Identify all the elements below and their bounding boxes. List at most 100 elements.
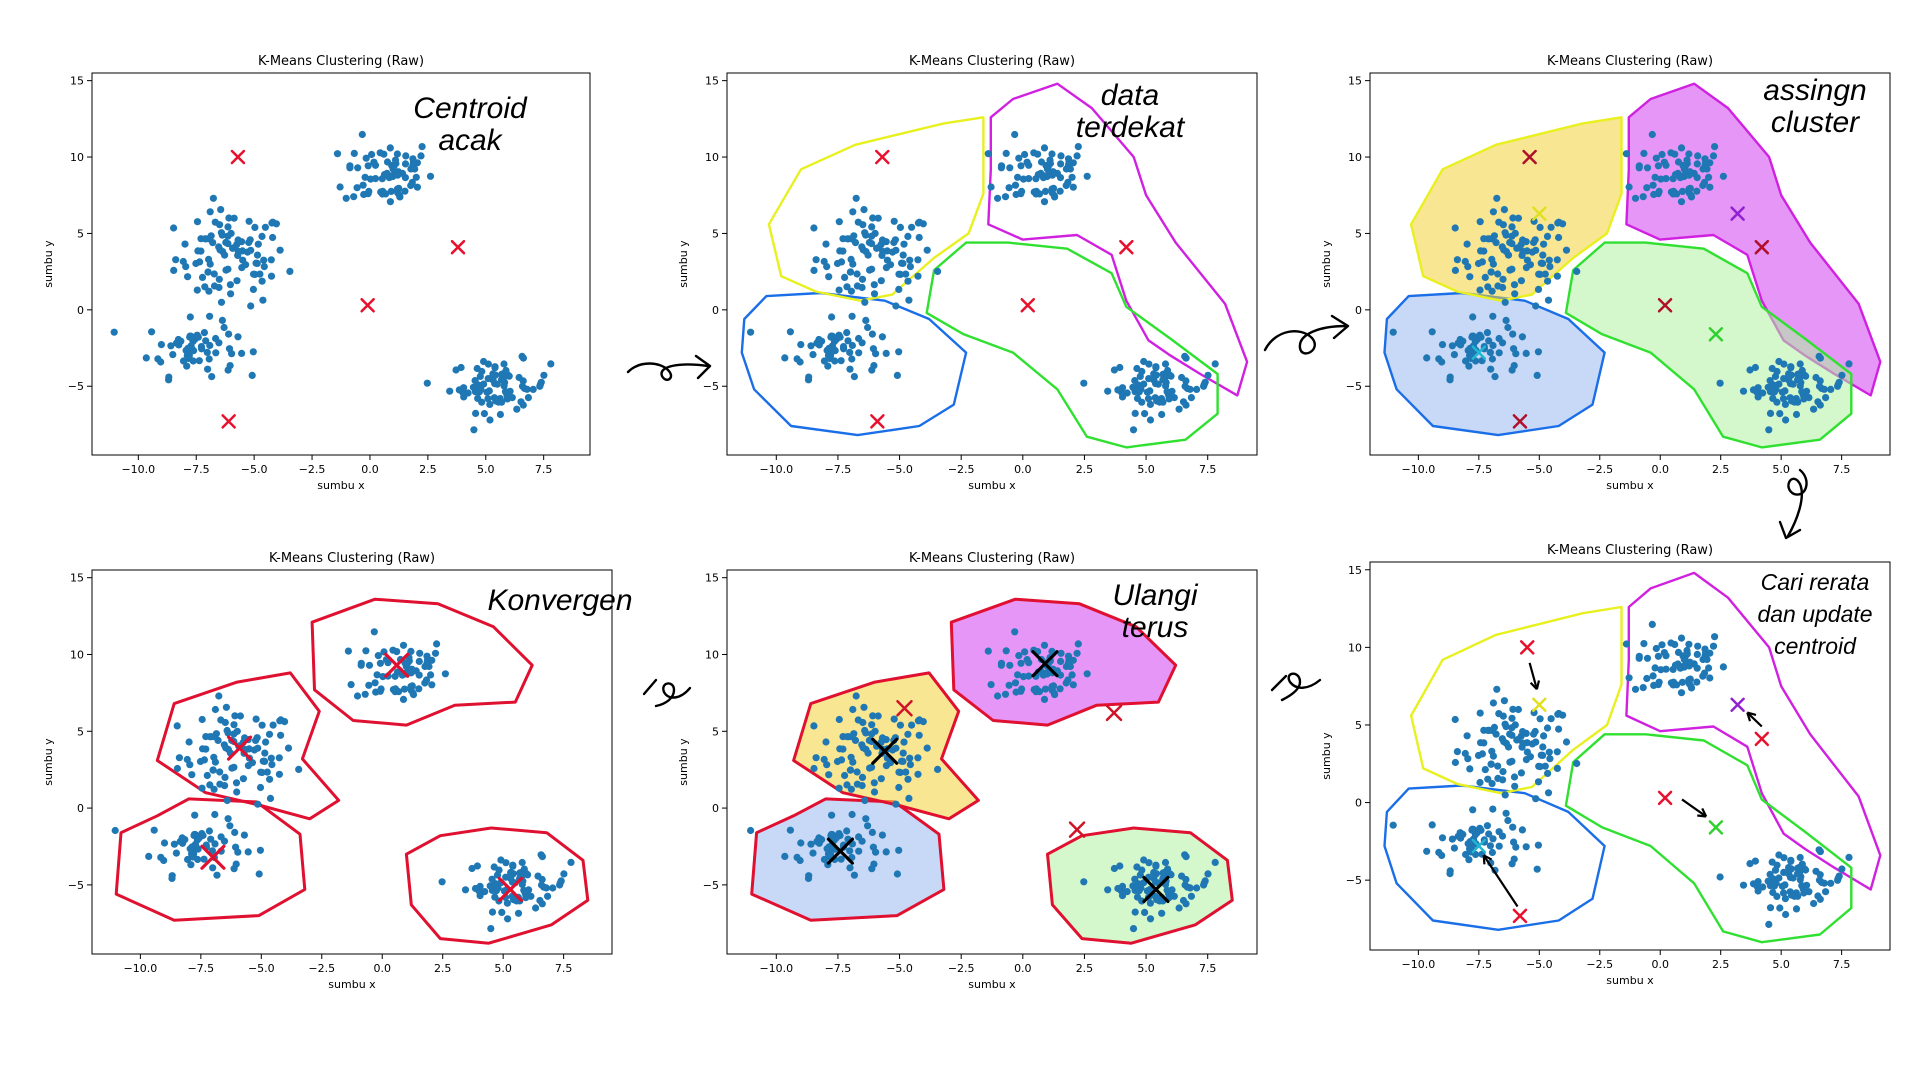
data-point	[425, 662, 433, 671]
data-point	[497, 376, 506, 384]
data-point	[934, 267, 942, 275]
data-point	[1816, 895, 1824, 903]
data-point	[1694, 642, 1702, 650]
data-point	[256, 783, 265, 792]
data-point	[861, 298, 869, 306]
data-point	[1687, 683, 1695, 691]
centroid-marker-stroke-b	[870, 414, 885, 429]
annotation-line: Centroid	[413, 92, 528, 125]
data-point	[895, 348, 903, 356]
data-point	[224, 223, 232, 231]
data-point	[1685, 640, 1693, 648]
data-point	[261, 223, 269, 231]
data-point	[1068, 173, 1076, 181]
centroid-marker	[1471, 838, 1487, 854]
data-point	[1782, 416, 1790, 424]
data-point	[846, 847, 854, 855]
data-point	[984, 647, 992, 655]
data-point	[890, 217, 898, 225]
data-point	[877, 277, 885, 285]
centroid-marker-stroke-b	[230, 149, 246, 165]
data-point	[797, 839, 805, 847]
data-point	[362, 154, 370, 162]
data-point	[1476, 709, 1484, 717]
data-point	[829, 344, 837, 352]
data-point	[822, 240, 830, 248]
data-point	[1794, 892, 1802, 900]
data-point	[1514, 214, 1522, 222]
data-point	[167, 342, 175, 350]
data-point	[1164, 366, 1172, 375]
data-point	[383, 158, 392, 166]
data-point	[142, 354, 150, 362]
data-point	[1488, 255, 1496, 263]
data-point	[1794, 398, 1802, 406]
data-point	[1706, 183, 1714, 191]
chart-title: K-Means Clustering (Raw)	[258, 54, 424, 69]
data-point	[386, 198, 394, 206]
data-point	[1450, 844, 1458, 852]
data-point	[259, 296, 267, 304]
data-point	[111, 826, 119, 835]
data-point	[234, 848, 242, 856]
data-point	[1481, 766, 1489, 774]
data-point	[267, 256, 275, 264]
data-point	[266, 775, 274, 783]
data-point	[393, 648, 401, 656]
data-point	[870, 779, 878, 787]
update-arrow-head	[1746, 711, 1757, 722]
data-point	[1822, 888, 1830, 896]
data-point	[1428, 821, 1436, 829]
y-tick-label: 15	[705, 572, 719, 585]
data-point	[215, 243, 223, 251]
data-point	[1501, 720, 1509, 728]
data-point	[994, 692, 1002, 700]
data-point	[1845, 360, 1853, 368]
data-point	[878, 236, 887, 244]
data-point	[365, 661, 374, 669]
data-point	[1785, 370, 1793, 378]
data-point	[1451, 224, 1459, 232]
panel-6: −10.0 −7.5 −5.0 −2.5 0.0 2.5 5.0 7.5 −5 0 5 10 15 K-M…	[42, 551, 633, 991]
data-point	[254, 800, 262, 808]
data-point	[1159, 376, 1167, 384]
data-point	[1673, 190, 1681, 198]
data-point	[1562, 738, 1571, 746]
data-point	[828, 811, 836, 819]
data-point	[372, 688, 380, 696]
data-point	[255, 870, 263, 878]
data-point	[836, 247, 844, 255]
data-point	[1508, 240, 1516, 248]
data-point	[1535, 762, 1543, 770]
data-point	[1181, 881, 1189, 889]
data-point	[1651, 664, 1659, 672]
data-point	[844, 337, 852, 345]
data-point	[858, 741, 866, 749]
data-point	[253, 734, 261, 742]
data-point	[1001, 193, 1010, 201]
data-point	[524, 394, 533, 402]
data-point	[1152, 862, 1160, 870]
data-point	[824, 362, 832, 370]
data-point	[507, 868, 515, 877]
data-point	[1476, 286, 1484, 294]
data-point	[858, 275, 867, 283]
data-point	[1534, 778, 1543, 786]
data-point	[1652, 154, 1660, 162]
chart-title: K-Means Clustering (Raw)	[909, 551, 1075, 566]
data-point	[1163, 388, 1171, 396]
data-point	[469, 383, 477, 391]
data-point	[1161, 858, 1170, 867]
data-point	[1451, 758, 1459, 767]
data-point	[1066, 165, 1074, 173]
data-point	[491, 893, 499, 901]
data-point	[276, 246, 284, 254]
data-point	[1658, 150, 1666, 159]
data-point	[556, 879, 564, 887]
data-point	[1014, 173, 1022, 181]
data-point	[1025, 659, 1033, 667]
data-point	[263, 768, 271, 776]
data-point	[1484, 235, 1492, 243]
data-point	[1129, 383, 1137, 391]
data-point	[1477, 739, 1485, 747]
